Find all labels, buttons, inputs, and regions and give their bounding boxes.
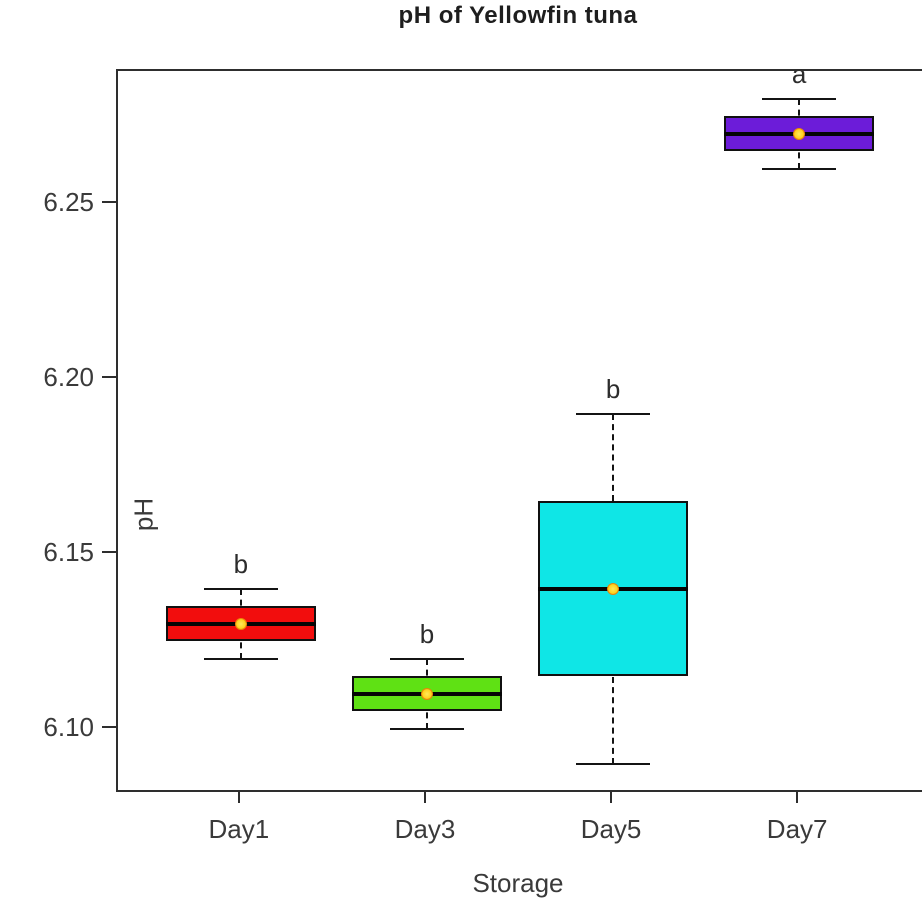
x-tick-day7 bbox=[796, 790, 799, 803]
mean-point-day7 bbox=[793, 127, 806, 140]
whisker-cap-low-day1 bbox=[203, 657, 278, 660]
y-tick-6.15 bbox=[102, 550, 116, 553]
chart-title: pH of Yellowfin tuna bbox=[398, 2, 638, 29]
x-tick-day5 bbox=[610, 790, 613, 803]
plot-area: pH b b b a bbox=[116, 59, 922, 792]
sig-letter-day5: b bbox=[605, 373, 621, 404]
x-tick-day3 bbox=[423, 790, 426, 803]
x-axis-label: Storage bbox=[472, 868, 564, 898]
y-tick-6.20 bbox=[102, 375, 116, 378]
mean-point-day3 bbox=[420, 687, 433, 700]
x-tick-day1 bbox=[237, 790, 240, 803]
whisker-cap-low-day3 bbox=[389, 727, 464, 730]
sig-letter-day7: a bbox=[791, 58, 807, 89]
sig-letter-day3: b bbox=[419, 618, 435, 649]
whisker-cap-high-day1 bbox=[203, 587, 278, 590]
y-axis-label: pH bbox=[128, 497, 159, 532]
y-tick-label-6.25: 6.25 bbox=[43, 186, 94, 217]
x-tick-label-day1: Day1 bbox=[208, 814, 270, 844]
y-tick-label-6.20: 6.20 bbox=[43, 361, 94, 392]
whisker-cap-high-day7 bbox=[762, 97, 837, 100]
y-tick-6.10 bbox=[102, 725, 116, 728]
y-tick-label-6.10: 6.10 bbox=[43, 711, 94, 742]
sig-letter-day1: b bbox=[233, 548, 249, 579]
mean-point-day5 bbox=[607, 582, 620, 595]
whisker-cap-high-day3 bbox=[389, 657, 464, 660]
whisker-cap-low-day7 bbox=[762, 167, 837, 170]
whisker-cap-high-day5 bbox=[576, 412, 651, 415]
x-tick-label-day3: Day3 bbox=[394, 814, 456, 844]
y-tick-6.25 bbox=[102, 200, 116, 203]
x-tick-label-day7: Day7 bbox=[766, 814, 828, 844]
x-tick-label-day5: Day5 bbox=[580, 814, 642, 844]
whisker-cap-low-day5 bbox=[576, 762, 651, 765]
y-tick-label-6.15: 6.15 bbox=[43, 536, 94, 567]
mean-point-day1 bbox=[234, 617, 247, 630]
